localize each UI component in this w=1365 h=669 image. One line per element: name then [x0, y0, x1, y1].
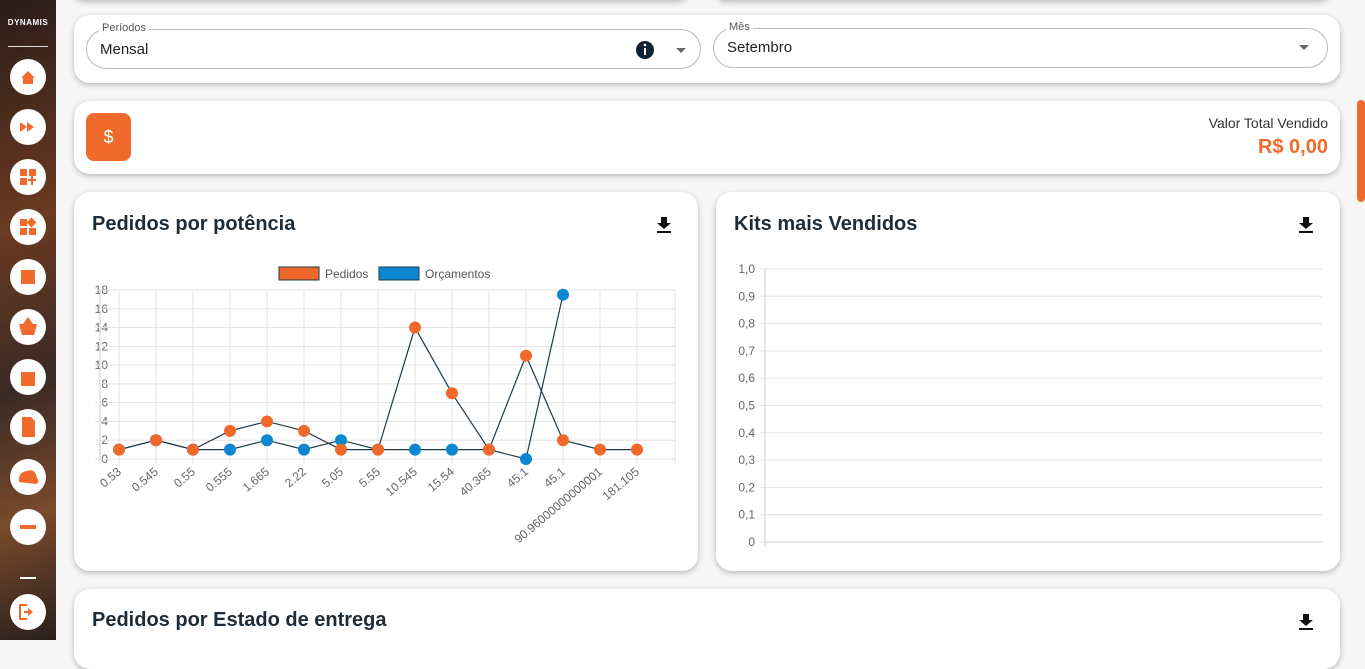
- summary-icon: $: [86, 113, 131, 161]
- point: [335, 434, 347, 447]
- x-tick-label: 40.365: [457, 464, 494, 499]
- month-select[interactable]: Mês Setembro: [713, 21, 1328, 68]
- x-tick-label: 15.54: [425, 464, 457, 494]
- legend-label: Pedidos: [325, 267, 368, 281]
- point: [261, 415, 273, 428]
- x-tick-label: 2.22: [282, 464, 309, 490]
- x-tick-label: 10.545: [383, 464, 420, 499]
- summary-card: $ Valor Total Vendido R$ 0,00: [74, 101, 1340, 174]
- y-tick-label: 0,7: [738, 344, 755, 358]
- y-tick-label: 0,1: [738, 508, 755, 522]
- field-label: Mês: [726, 21, 753, 33]
- scrollbar-thumb[interactable]: [1357, 100, 1365, 202]
- filter-card: Períodos Mensal Mês Setembro: [74, 15, 1340, 83]
- sidebar: DYNAMIS: [0, 0, 56, 640]
- logo: DYNAMIS: [7, 18, 49, 27]
- x-tick-label: 5.55: [356, 464, 383, 490]
- y-tick-label: 0,9: [738, 289, 755, 303]
- y-tick-label: 0,2: [738, 480, 755, 494]
- point: [261, 434, 273, 447]
- card-title: Pedidos por Estado de entrega: [92, 609, 387, 631]
- x-tick-label: 5.05: [319, 464, 346, 490]
- legend-swatch: [378, 266, 420, 281]
- point: [631, 443, 643, 456]
- point: [520, 349, 532, 362]
- point: [187, 443, 199, 456]
- point: [409, 321, 421, 334]
- point: [372, 443, 384, 456]
- summary-value: R$ 0,00: [1257, 136, 1328, 158]
- nav-icons: [10, 59, 46, 630]
- field-icons: [636, 41, 686, 59]
- x-tick-label: 45.1: [541, 464, 568, 490]
- point: [224, 443, 236, 456]
- x-tick-label: 0.53: [97, 464, 124, 490]
- point: [113, 443, 125, 456]
- y-tick-label: 0,3: [738, 453, 755, 467]
- download-button[interactable]: [655, 215, 675, 235]
- point: [224, 424, 236, 437]
- chart-title: Pedidos por potência: [92, 213, 296, 235]
- point: [335, 443, 347, 456]
- point: [520, 453, 532, 465]
- point: [446, 443, 458, 456]
- y-tick-label: 0,4: [738, 426, 755, 440]
- field-label: Períodos: [99, 22, 150, 34]
- summary-label: Valor Total Vendido: [1208, 115, 1328, 131]
- point: [483, 443, 495, 456]
- download-button[interactable]: [1297, 215, 1317, 235]
- point: [298, 424, 310, 437]
- chart-card: Kits mais Vendidos: [716, 192, 1340, 571]
- y-tick-label: 1,0: [738, 262, 755, 276]
- y-tick-label: 0,6: [738, 371, 755, 385]
- chart-card: Pedidos por potência: [74, 192, 698, 571]
- x-tick-label: 181.105: [600, 464, 642, 503]
- point: [150, 434, 162, 447]
- field-value: Setembro: [727, 39, 793, 56]
- download-button[interactable]: [1297, 612, 1317, 632]
- x-tick-label: 0.55: [171, 464, 198, 490]
- nav-add[interactable]: [10, 159, 46, 195]
- point: [557, 288, 569, 301]
- x-tick-label: 0.555: [203, 464, 235, 494]
- legend-swatch: [278, 266, 320, 281]
- divider: [8, 46, 48, 47]
- nav-widgets[interactable]: [10, 209, 46, 245]
- legend-label: Orçamentos: [425, 267, 490, 281]
- field-value: Mensal: [100, 41, 149, 58]
- dropdown-arrow: [1299, 45, 1309, 50]
- point: [557, 434, 569, 447]
- point: [298, 443, 310, 456]
- page: {"sidebar":{"logo":"DYNAMIS"}, "filters"…: [0, 0, 1365, 640]
- y-tick-label: 0,5: [738, 399, 755, 413]
- point: [594, 443, 606, 456]
- y-tick-label: 0,8: [738, 317, 755, 331]
- x-tick-label: 0.545: [129, 464, 161, 494]
- period-select[interactable]: Períodos Mensal: [86, 22, 701, 69]
- x-tick-label: 1.665: [240, 464, 272, 494]
- y-tick-label: 0: [748, 535, 755, 549]
- point: [409, 443, 421, 456]
- x-tick-label: 45.1: [504, 464, 531, 490]
- point: [446, 387, 458, 400]
- chart-title: Kits mais Vendidos: [734, 213, 918, 235]
